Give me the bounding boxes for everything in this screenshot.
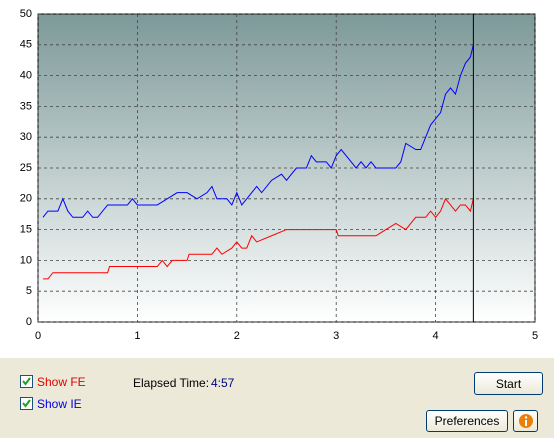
y-tick-label: 50 — [20, 8, 32, 20]
y-tick-label: 5 — [26, 285, 32, 297]
x-tick-label: 3 — [333, 330, 339, 342]
y-tick-label: 10 — [20, 254, 32, 266]
info-icon — [518, 414, 533, 428]
y-tick-label: 20 — [20, 193, 32, 205]
show-ie-label[interactable]: Show IE — [37, 397, 82, 411]
elapsed-label: Elapsed Time: — [133, 376, 210, 390]
check — [22, 377, 31, 386]
info-button[interactable] — [513, 410, 538, 432]
show-fe-label[interactable]: Show FE — [37, 375, 86, 389]
x-tick-label: 4 — [433, 330, 439, 342]
x-tick-label: 1 — [134, 330, 140, 342]
y-tick-label: 25 — [20, 162, 32, 174]
checkbox-fe[interactable] — [20, 375, 33, 388]
series-line — [42, 197, 474, 280]
y-tick-label: 40 — [20, 70, 32, 82]
x-tick-label: 2 — [234, 330, 240, 342]
elapsed-value: 4:57 — [211, 376, 235, 390]
x-tick-label: 0 — [35, 330, 41, 342]
y-tick-label: 35 — [20, 100, 32, 112]
y-tick-label: 15 — [20, 224, 32, 236]
checkbox-ie[interactable] — [20, 397, 33, 410]
y-tick-label: 45 — [20, 39, 32, 51]
series-line — [42, 44, 474, 218]
start-button[interactable]: Start — [474, 372, 543, 395]
check — [22, 399, 31, 408]
preferences-button[interactable]: Preferences — [426, 410, 508, 432]
y-tick-label: 0 — [26, 316, 32, 328]
y-tick-label: 30 — [20, 131, 32, 143]
x-tick-label: 5 — [532, 330, 538, 342]
